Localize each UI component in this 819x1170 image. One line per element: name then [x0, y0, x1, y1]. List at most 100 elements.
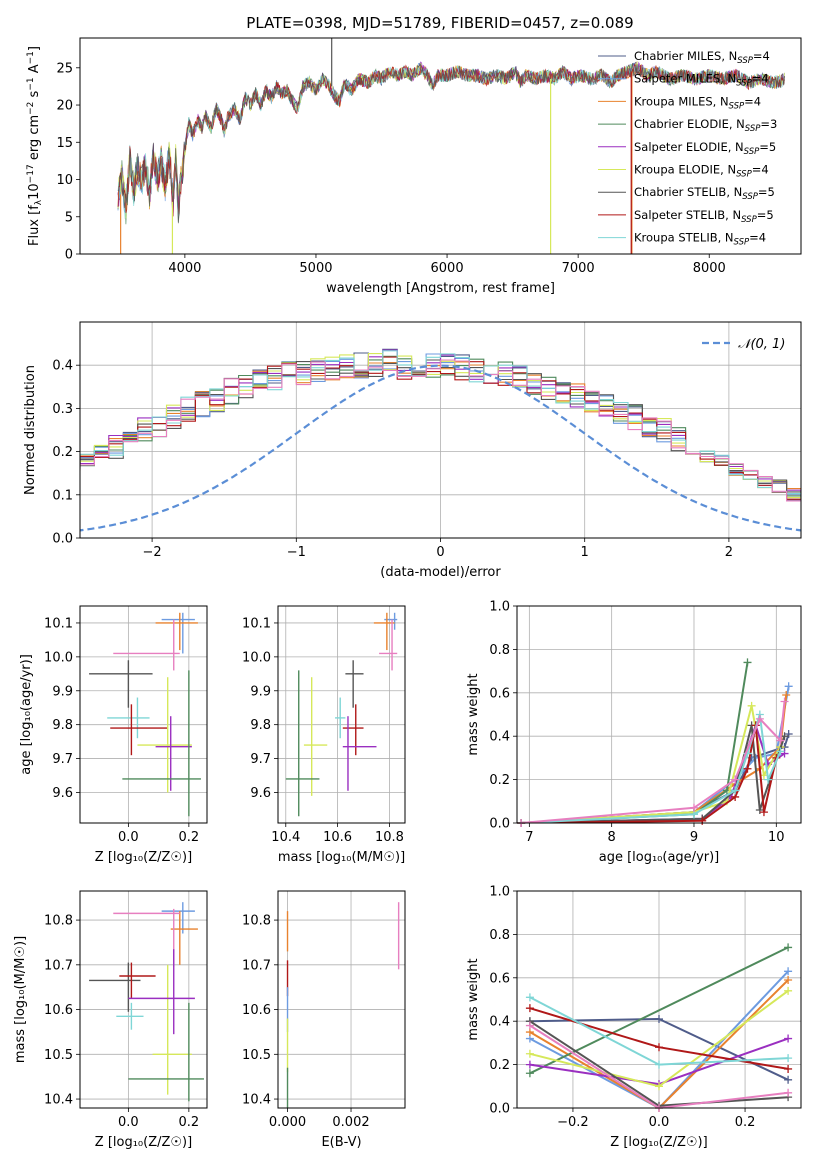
legend-name: Kroupa STELIB, N [634, 231, 734, 245]
mass-weight-point [784, 1088, 793, 1097]
y-tick-label: 10.7 [242, 958, 271, 973]
mass-weight-line [521, 686, 790, 823]
y-axis-label: mass [log₁₀(M/M☉)] [13, 936, 28, 1063]
y-tick-label: 9.8 [52, 718, 73, 733]
y-label-part: erg cm [27, 115, 42, 164]
y-tick-label: 0.0 [489, 1102, 510, 1117]
legend-value: =5 [757, 208, 774, 222]
mass-weight-point [525, 1004, 534, 1013]
axes-frame [516, 890, 802, 1109]
mass-weight-point [743, 764, 752, 773]
normal-distribution-curve [80, 364, 801, 532]
legend-sub: SSP [729, 101, 745, 111]
legend-entry: Salpeter STELIB, NSSP=5 [634, 208, 774, 225]
y-axis-label: mass weight [466, 958, 481, 1040]
legend-name: Kroupa ELODIE, N [634, 163, 736, 177]
y-label-part: A [27, 64, 42, 77]
mass-weight-line [529, 970, 789, 1108]
y-tick-label: 1.0 [489, 885, 510, 900]
y-tick-label: 0.4 [489, 1015, 510, 1030]
legend-name: Salpeter STELIB, N [634, 208, 741, 222]
y-label-part: ] [27, 46, 42, 51]
mass-weight-point [776, 747, 785, 756]
histogram-step-kroupa-stelib [80, 350, 801, 501]
legend-value: =4 [749, 231, 766, 245]
histogram-step-salpeter-stelib [80, 356, 801, 500]
y-tick-label: 9.9 [52, 684, 73, 699]
legend-name: Salpeter MILES, N [634, 72, 736, 86]
mass-weight-point [784, 1064, 793, 1073]
x-tick-label: −2 [143, 545, 162, 560]
y-label-part: −2 [26, 102, 36, 115]
x-axis-label: (data-model)/error [380, 565, 501, 580]
y-tick-label: 0.1 [52, 488, 73, 503]
histogram-step-chabrier-elodie [80, 355, 801, 498]
legend-sub: SSP [741, 215, 757, 225]
mass-weight-point [759, 808, 768, 817]
y-tick-label: 10.7 [44, 958, 73, 973]
legend-value: =5 [759, 140, 776, 154]
axes-frame [79, 37, 802, 255]
mass-vs-extinction-panel: 0.000 0.002 10.4 10.5 10.6 10.7 10.8 E(B-V) [242, 890, 406, 1150]
mass-weight-point [731, 775, 740, 784]
y-label-part: −1 [26, 77, 36, 90]
axes-frame [277, 890, 406, 1109]
mass-weight-point [655, 1043, 663, 1052]
mass-weight-point [655, 1060, 663, 1069]
x-axis-label: age [log₁₀(age/yr)] [599, 850, 720, 865]
y-tick-label: 10.6 [44, 1003, 73, 1018]
legend-value: =4 [744, 94, 761, 108]
y-tick-label: 9.9 [250, 684, 271, 699]
mass-weight-point [755, 805, 764, 814]
histogram-step-pink [80, 359, 801, 502]
mass-weight-vs-age-panel: 7 8 9 10 0.0 0.2 0.4 0.6 0.8 1.0 age [log₁₀(age/yr… [466, 600, 802, 865]
y-label-part: −1 [26, 51, 36, 64]
x-axis-label: Z [log₁₀(Z/Z☉)] [95, 850, 192, 865]
y-label-part: −17 [26, 164, 36, 183]
y-tick-label: 20 [56, 99, 73, 114]
x-tick-label: 0 [436, 545, 444, 560]
legend-value: =4 [752, 163, 769, 177]
age-vs-metallicity-panel: 0.0 0.2 9.6 9.7 9.8 9.9 10.0 10.1 Z [log₁₀(Z/Z☉)… [19, 605, 208, 865]
mass-weight-point [525, 1049, 534, 1058]
x-axis-label: Z [log₁₀(Z/Z☉)] [95, 1135, 192, 1150]
x-tick-label: 2 [725, 545, 733, 560]
mass-weight-point [525, 1021, 534, 1030]
legend-name: Salpeter ELODIE, N [634, 140, 744, 154]
x-tick-label: 0.2 [179, 830, 200, 845]
mass-weight-point [784, 1034, 793, 1043]
spectrum-line-salpeter-stelib [117, 63, 785, 217]
y-tick-label: 0.2 [52, 445, 73, 460]
legend-entry: Chabrier ELODIE, NSSP=3 [634, 117, 777, 134]
x-tick-label: 10.6 [323, 830, 352, 845]
x-tick-label: 0.2 [735, 1115, 756, 1130]
y-tick-label: 10.6 [242, 1003, 271, 1018]
legend-name: Chabrier ELODIE, N [634, 117, 745, 131]
spectrum-panel: 4000 5000 6000 7000 8000 0 5 10 15 20 25 wavelength… [26, 37, 802, 296]
y-tick-label: 10.8 [44, 914, 73, 929]
y-tick-label: 0.6 [489, 686, 510, 701]
x-tick-label: 0.0 [649, 1115, 670, 1130]
mass-weight-point [784, 943, 793, 952]
legend-entry: 𝒩(0, 1) [738, 337, 785, 352]
axes-frame [79, 605, 208, 824]
legend-entry: Chabrier STELIB, NSSP=5 [634, 185, 775, 202]
mass-vs-metallicity-panel: 0.0 0.2 10.4 10.5 10.6 10.7 10.8 Z [log₁₀(Z/Z☉)… [13, 890, 208, 1150]
legend-entry: Salpeter ELODIE, NSSP=5 [634, 140, 776, 157]
x-tick-label: −0.2 [557, 1115, 589, 1130]
y-tick-label: 10.5 [242, 1048, 271, 1063]
y-tick-label: 10.1 [242, 616, 271, 631]
legend-entry: Kroupa ELODIE, NSSP=4 [634, 163, 769, 180]
x-tick-label: 10.8 [375, 830, 404, 845]
x-tick-label: 1 [581, 545, 589, 560]
y-tick-label: 0.4 [52, 359, 73, 374]
x-axis-label: mass [log₁₀(M/M☉)] [278, 850, 405, 865]
y-tick-label: 0.2 [489, 1058, 510, 1073]
y-tick-label: 15 [56, 136, 73, 151]
y-tick-label: 0.0 [489, 817, 510, 832]
mass-weight-point [731, 786, 740, 795]
x-tick-label: 6000 [431, 261, 464, 276]
mass-weight-point [784, 967, 793, 976]
y-tick-label: 10.4 [242, 1093, 271, 1108]
